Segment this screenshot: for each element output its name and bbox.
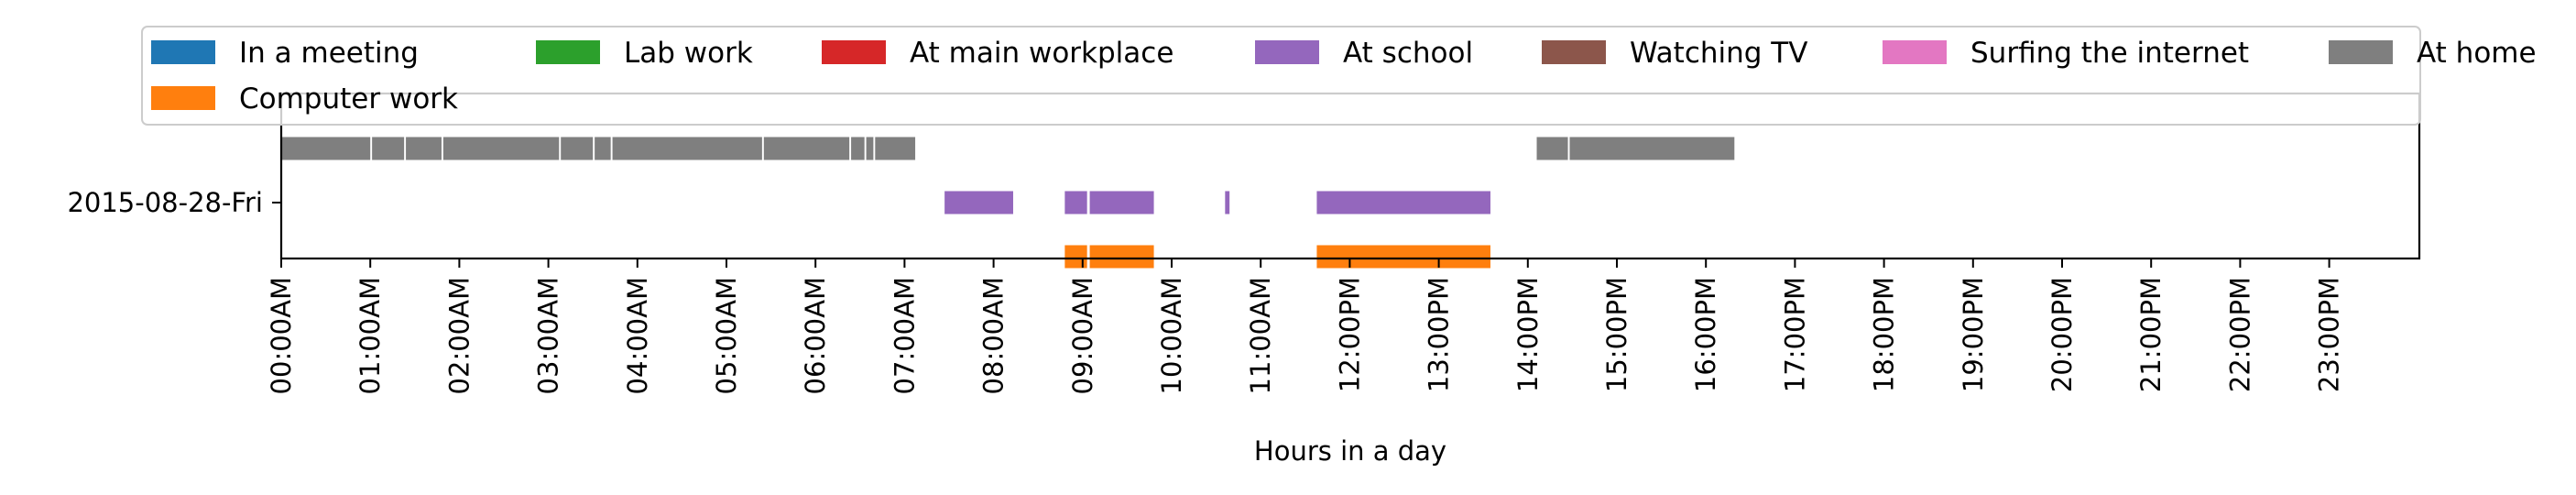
bar-segment bbox=[372, 137, 405, 160]
legend-swatch bbox=[536, 40, 600, 64]
x-tick-label: 08:00AM bbox=[978, 277, 1010, 394]
legend-swatch bbox=[151, 86, 215, 110]
bar-segment bbox=[1225, 191, 1230, 214]
x-tick-label: 16:00PM bbox=[1690, 277, 1721, 392]
x-tick-label: 12:00PM bbox=[1334, 277, 1365, 392]
bar-segment bbox=[1064, 191, 1087, 214]
legend-swatch bbox=[2329, 40, 2393, 64]
y-axis: 2015-08-28-Fri bbox=[67, 187, 281, 218]
x-tick-label: 00:00AM bbox=[266, 277, 297, 394]
legend: In a meeting Computer work Lab work At main… bbox=[141, 26, 2537, 126]
bar-segment bbox=[406, 137, 442, 160]
x-tick-label: 05:00AM bbox=[711, 277, 742, 394]
x-tick-label: 11:00AM bbox=[1245, 277, 1276, 394]
x-axis: 00:00AM 01:00AM 02:00AM 03:00AM 04:00AM 05:00… bbox=[266, 258, 2345, 394]
legend-label: Computer work bbox=[239, 82, 458, 116]
x-tick-label: 06:00AM bbox=[800, 277, 831, 394]
x-tick-label: 03:00AM bbox=[533, 277, 564, 394]
bar-segment bbox=[612, 137, 762, 160]
bar-segment bbox=[1089, 191, 1154, 214]
x-tick-label: 23:00PM bbox=[2314, 277, 2345, 392]
bar-segment bbox=[1064, 245, 1087, 269]
x-tick-label: 01:00AM bbox=[355, 277, 386, 394]
legend-label: Surfing the internet bbox=[1970, 37, 2249, 70]
x-tick-label: 14:00PM bbox=[1512, 277, 1544, 392]
bars-layer bbox=[281, 137, 1735, 269]
legend-swatch bbox=[822, 40, 886, 64]
x-tick-label: 18:00PM bbox=[1869, 277, 1900, 392]
legend-label: At main workplace bbox=[910, 37, 1173, 70]
legend-swatch bbox=[151, 40, 215, 64]
legend-label: In a meeting bbox=[239, 37, 419, 70]
x-tick-label: 20:00PM bbox=[2047, 277, 2078, 392]
bar-segment bbox=[1316, 191, 1490, 214]
bar-segment bbox=[866, 137, 874, 160]
bar-segment bbox=[1536, 137, 1568, 160]
bar-segment bbox=[561, 137, 594, 160]
bar-segment bbox=[875, 137, 916, 160]
x-axis-label: Hours in a day bbox=[1254, 435, 1446, 467]
bar-segment bbox=[1569, 137, 1735, 160]
y-tick-label: 2015-08-28-Fri bbox=[67, 187, 263, 218]
x-tick-label: 04:00AM bbox=[622, 277, 653, 394]
bar-segment bbox=[944, 191, 1013, 214]
legend-swatch bbox=[1255, 40, 1319, 64]
x-tick-label: 15:00PM bbox=[1601, 277, 1632, 392]
bar-segment bbox=[763, 137, 850, 160]
legend-box bbox=[141, 26, 2421, 126]
x-tick-label: 22:00PM bbox=[2224, 277, 2255, 392]
x-tick-label: 21:00PM bbox=[2135, 277, 2167, 392]
legend-label: Watching TV bbox=[1630, 37, 1807, 70]
legend-label: Lab work bbox=[624, 37, 753, 70]
x-tick-label: 02:00AM bbox=[443, 277, 475, 394]
x-tick-label: 10:00AM bbox=[1156, 277, 1187, 394]
legend-label: At school bbox=[1343, 37, 1473, 70]
bar-segment bbox=[595, 137, 611, 160]
x-tick-label: 13:00PM bbox=[1424, 277, 1455, 392]
x-tick-label: 19:00PM bbox=[1958, 277, 1989, 392]
bar-segment bbox=[281, 137, 371, 160]
x-tick-label: 09:00AM bbox=[1067, 277, 1098, 394]
x-tick-label: 17:00PM bbox=[1779, 277, 1810, 392]
x-tick-label: 07:00AM bbox=[889, 277, 920, 394]
bar-segment bbox=[442, 137, 560, 160]
legend-swatch bbox=[1542, 40, 1606, 64]
bar-segment bbox=[851, 137, 865, 160]
legend-label: At home bbox=[2417, 37, 2537, 70]
bar-segment bbox=[1316, 245, 1490, 269]
bar-segment bbox=[1089, 245, 1154, 269]
legend-swatch bbox=[1883, 40, 1947, 64]
